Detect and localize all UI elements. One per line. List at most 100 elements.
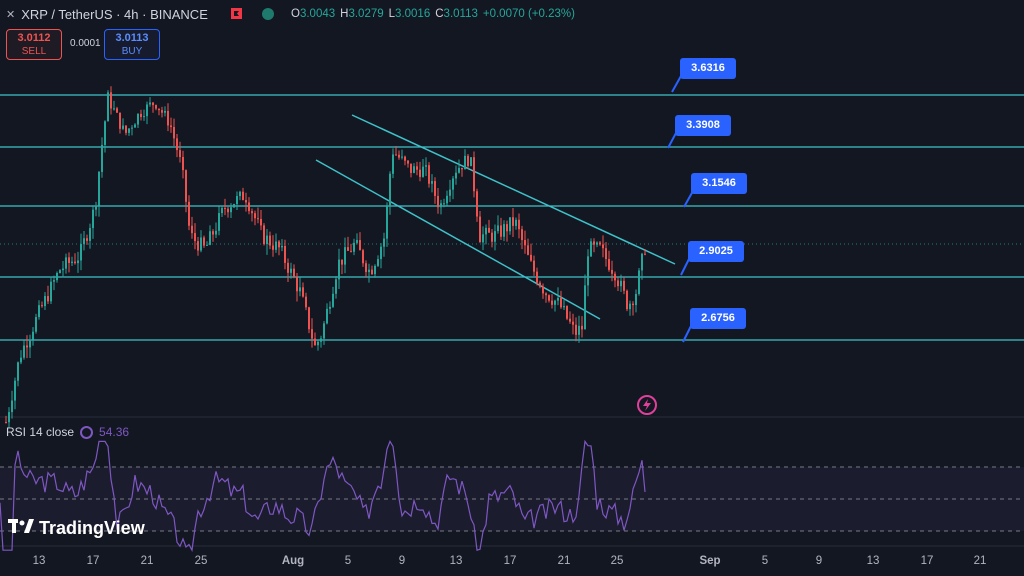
high-value: 3.0279 [348,8,384,20]
candle-body [47,296,49,302]
candle-body [563,306,565,308]
candle-body [203,237,205,246]
candle-body [527,245,529,255]
rsi-settings-icon[interactable] [80,425,94,439]
time-axis-label: 5 [761,555,769,567]
lightning-icon[interactable] [637,395,657,415]
candle-body [41,305,43,307]
candle-body [335,279,337,294]
time-axis-label: 25 [194,555,208,567]
candle-body [539,282,541,287]
time-axis-label: Sep [699,555,721,567]
buy-button[interactable]: 3.0113 BUY [104,29,160,60]
candle-body [500,225,502,237]
candle-body [473,157,475,192]
candle-body [515,219,517,226]
candle-body [401,156,403,158]
callout-pointer [680,258,690,276]
level-callout[interactable]: 2.6756 [690,308,746,329]
candle-body [617,280,619,287]
candle-body [209,231,211,245]
candle-body [428,165,430,184]
tradingview-logo: TradingView [8,518,145,539]
candle-body [194,233,196,242]
candle-body [92,209,94,229]
candle-body [272,245,274,250]
candle-body [623,280,625,291]
change-value: +0.0070 (+0.23%) [482,8,575,20]
candle-body [395,154,397,156]
candle-body [629,303,631,310]
high-label: H [340,8,349,20]
candle-body [410,163,412,173]
candle-body [128,128,130,133]
rsi-label: RSI 14 close [6,425,75,439]
candle-body [338,259,340,280]
candle-body [314,338,316,346]
sell-label: SELL [21,46,47,57]
candle-body [413,166,415,173]
buy-label: BUY [121,46,143,57]
time-axis-label: 9 [815,555,823,567]
candle-body [197,241,199,251]
candle-body [257,218,259,220]
time-axis-label: 13 [32,555,46,567]
open-value: 3.0043 [299,8,336,20]
time-axis-label: 21 [973,555,987,567]
candle-body [185,170,187,202]
candle-body [641,253,643,271]
level-callout[interactable]: 2.9025 [688,241,744,262]
candle-body [416,166,418,170]
rsi-legend[interactable]: RSI 14 close 54.36 [6,425,129,439]
candle-body [260,218,262,226]
candle-body [17,362,19,381]
time-axis-label: 17 [920,555,934,567]
level-callout[interactable]: 3.3908 [675,115,731,136]
candle-body [188,201,190,226]
candle-body [143,116,145,118]
candle-body [14,380,16,401]
low-value: 3.0016 [395,8,431,20]
candle-body [152,102,154,106]
candle-body [476,191,478,217]
candle-body [95,205,97,210]
candle-body [536,271,538,283]
candle-body [170,125,172,128]
symbol-title[interactable]: ✕ XRP / TetherUS · 4h · BINANCE [6,7,208,22]
candle-body [275,241,277,250]
level-callout[interactable]: 3.1546 [691,173,747,194]
logo-mark-icon [8,518,34,539]
candle-body [248,202,250,212]
low-label: L [388,8,396,20]
candle-body [398,154,400,158]
candle-body [377,259,379,266]
close-label: C [435,8,444,20]
eye-icon[interactable] [262,8,274,20]
candle-body [11,400,13,413]
candle-body [455,172,457,179]
candle-body [224,208,226,210]
spread-value: 0.0001 [70,38,101,49]
candle-body [158,108,160,111]
candle-body [173,127,175,139]
candle-body [632,303,634,306]
candle-body [587,256,589,286]
sell-button[interactable]: 3.0112 SELL [6,29,62,60]
candle-body [614,273,616,281]
candle-body [572,321,574,325]
candle-body [131,127,133,129]
candle-body [269,235,271,246]
candle-body [443,203,445,205]
level-callout[interactable]: 3.6316 [680,58,736,79]
candle-body [575,324,577,335]
symbol-label: XRP / TetherUS · 4h · BINANCE [21,7,208,22]
candle-body [125,125,127,133]
candle-body [449,189,451,196]
candle-body [518,219,520,230]
close-icon[interactable]: ✕ [6,9,16,21]
candle-body [212,231,214,235]
ohlc-readout: O 3.0043 H 3.0279 L 3.0016 C 3.0113 +0.0070 … [291,8,575,20]
candle-body [545,293,547,296]
flag-icon[interactable] [231,8,242,19]
